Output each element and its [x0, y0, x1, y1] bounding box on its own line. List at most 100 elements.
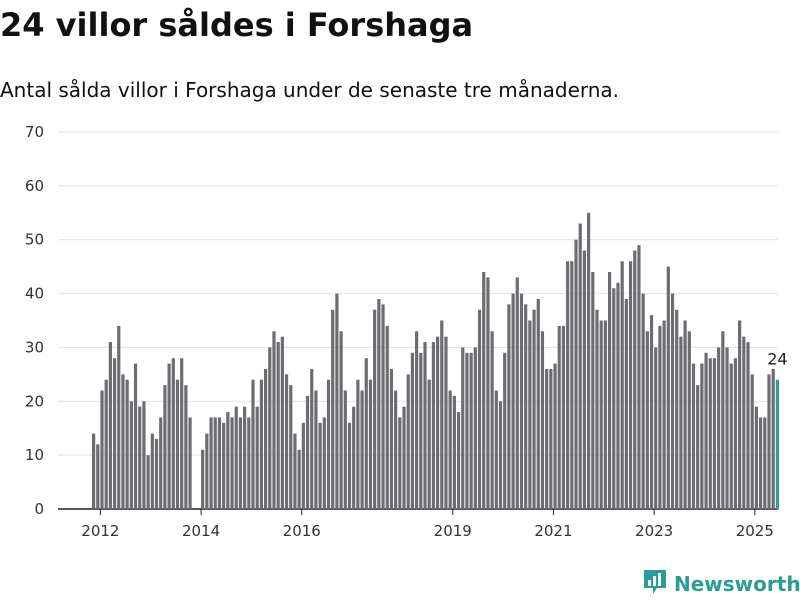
bar — [515, 277, 519, 509]
bar — [297, 449, 301, 509]
bar — [268, 347, 272, 509]
bar — [675, 309, 679, 509]
bar — [540, 331, 545, 509]
bar — [247, 417, 251, 509]
bar — [545, 368, 549, 509]
bar — [767, 374, 771, 509]
bar — [633, 250, 637, 509]
bar — [121, 374, 125, 509]
bar — [419, 352, 423, 509]
bar — [561, 325, 566, 509]
bar — [356, 379, 360, 509]
bar — [234, 406, 238, 509]
bar — [712, 358, 717, 509]
newsworthy-chart-icon — [642, 568, 668, 600]
bar — [658, 325, 662, 509]
bar — [92, 433, 96, 509]
bar — [205, 433, 209, 509]
bar — [649, 315, 654, 509]
bar — [717, 347, 721, 509]
bar — [339, 331, 343, 509]
bar — [175, 379, 180, 509]
bar — [729, 363, 733, 509]
bar — [133, 363, 138, 509]
bar — [381, 304, 385, 509]
y-tick-label: 10 — [25, 446, 44, 464]
chart-subtitle: Antal sålda villor i Forshaga under de s… — [0, 78, 620, 102]
bar — [171, 358, 175, 509]
bar — [444, 336, 448, 509]
bar — [738, 320, 742, 509]
bar — [435, 336, 440, 509]
bar — [184, 385, 188, 509]
data-labels: 24 — [767, 350, 787, 369]
bar — [557, 325, 561, 509]
x-tick-label: 2025 — [736, 522, 774, 540]
bar — [578, 223, 582, 510]
bar — [310, 368, 314, 509]
bar — [683, 320, 687, 509]
bar — [117, 325, 121, 509]
bar — [112, 358, 117, 509]
bar — [385, 325, 389, 509]
bar — [582, 250, 587, 509]
y-tick-label: 40 — [25, 285, 44, 303]
bar — [427, 379, 431, 509]
x-tick-label: 2012 — [81, 522, 119, 540]
bar — [536, 298, 540, 509]
bar — [566, 261, 570, 509]
bars — [92, 212, 779, 510]
y-axis: 0 10 20 30 40 50 60 70 — [25, 123, 44, 518]
bar — [150, 433, 154, 509]
bar — [507, 304, 511, 509]
bar — [347, 422, 352, 509]
bar — [570, 261, 574, 509]
bar — [456, 412, 461, 509]
bar — [494, 390, 498, 509]
bar — [641, 293, 645, 509]
bar — [524, 304, 528, 509]
bar — [461, 347, 465, 509]
bar — [473, 347, 477, 509]
bar — [335, 293, 339, 509]
bar — [263, 368, 268, 509]
bar — [486, 277, 490, 509]
x-tick-label: 2016 — [283, 522, 321, 540]
bar — [666, 266, 670, 509]
bar — [423, 342, 427, 509]
bar — [238, 417, 243, 509]
bar — [511, 293, 515, 509]
bar — [276, 342, 280, 509]
bar — [373, 309, 377, 509]
bar — [201, 449, 205, 509]
bar — [322, 417, 326, 509]
newsworthy-logo: Newsworthy — [642, 568, 800, 600]
bar — [620, 261, 624, 509]
bar — [440, 320, 444, 509]
bar — [226, 412, 230, 509]
bar — [104, 379, 108, 509]
bar — [465, 352, 469, 509]
bar — [230, 417, 234, 509]
bar — [415, 331, 419, 509]
bar — [482, 272, 486, 509]
bar — [549, 368, 553, 509]
bar — [410, 352, 415, 509]
bar — [188, 417, 192, 509]
bar — [603, 320, 607, 509]
brand-name: Newsworthy — [674, 572, 800, 596]
x-tick-label: 2021 — [534, 522, 572, 540]
bar — [314, 390, 318, 509]
bar — [389, 368, 394, 509]
y-tick-label: 30 — [25, 338, 44, 356]
bar — [108, 342, 112, 509]
bar — [532, 309, 536, 509]
bar — [431, 342, 435, 509]
bar — [368, 379, 373, 509]
bar — [771, 368, 775, 509]
bar — [612, 288, 616, 509]
bar — [138, 406, 142, 509]
bar — [553, 363, 557, 509]
bar — [591, 272, 595, 509]
bar — [637, 245, 641, 509]
